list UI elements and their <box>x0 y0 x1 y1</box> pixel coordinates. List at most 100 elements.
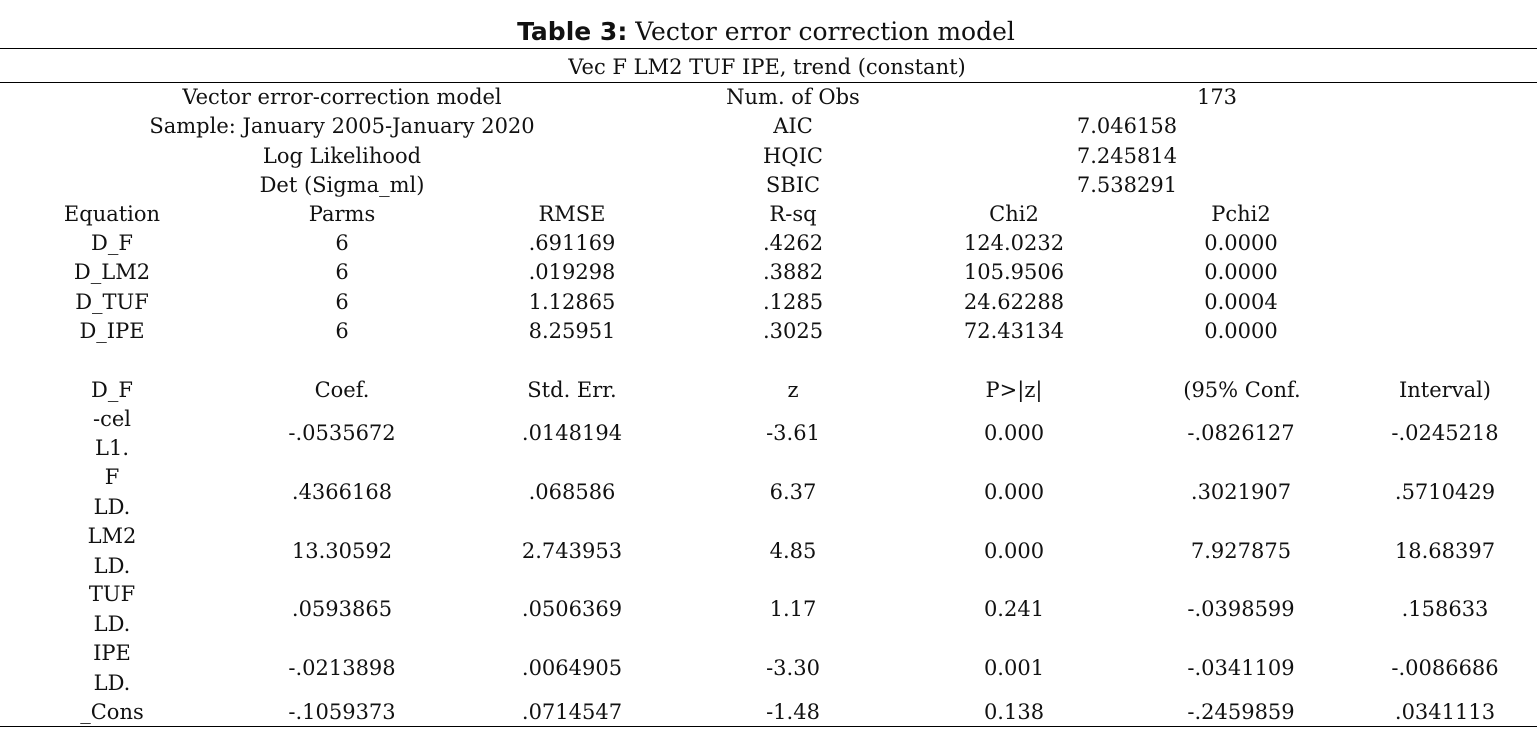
eq-header-equation: Equation <box>63 202 161 226</box>
summary-mid-3: SBIC <box>765 173 821 197</box>
coef-row-0-conf-low: -.0826127 <box>1187 421 1295 445</box>
coef-row-0-name: -cel <box>92 407 132 431</box>
eq-row-0-rmse: .691169 <box>528 231 616 255</box>
coef-row-5-z: -1.48 <box>766 700 820 724</box>
coef-row-3-coef: .0593865 <box>291 597 393 621</box>
eq-header-pchi2: Pchi2 <box>1211 202 1271 226</box>
eq-row-1-pchi2: 0.0000 <box>1204 260 1278 284</box>
summary-left-1: Sample: January 2005-January 2020 <box>149 114 535 138</box>
top-rule <box>0 48 1537 49</box>
eq-row-0-chi2: 124.0232 <box>963 231 1065 255</box>
coef-row-2-stderr: 2.743953 <box>521 539 623 563</box>
eq-row-2-parms: 6 <box>335 290 349 314</box>
eq-header-chi2: Chi2 <box>989 202 1039 226</box>
eq-row-3-rsq: .3025 <box>762 319 824 343</box>
eq-row-2-rsq: .1285 <box>762 290 824 314</box>
summary-right-3: 7.538291 <box>1076 173 1178 197</box>
eq-row-0-pchi2: 0.0000 <box>1204 231 1278 255</box>
coef-row-3-lag: LD. <box>93 612 131 636</box>
eq-row-1-rmse: .019298 <box>528 260 616 284</box>
summary-right-0: 173 <box>1196 85 1238 109</box>
coef-row-2-conf-low: 7.927875 <box>1190 539 1292 563</box>
summary-right-2: 7.245814 <box>1076 144 1178 168</box>
subtitle-rule <box>0 82 1537 83</box>
eq-header-parms: Parms <box>308 202 376 226</box>
coef-row-1-stderr: .068586 <box>528 480 616 504</box>
summary-left-3: Det (Sigma_ml) <box>259 173 425 197</box>
eq-header-rsq: R-sq <box>769 202 817 226</box>
coef-row-3-name: TUF <box>88 582 136 606</box>
coef-row-0-stderr: .0148194 <box>521 421 623 445</box>
coef-row-5-conf-low: -.2459859 <box>1187 700 1295 724</box>
eq-row-2-pchi2: 0.0004 <box>1204 290 1278 314</box>
eq-row-3-chi2: 72.43134 <box>963 319 1065 343</box>
eq-row-1-rsq: .3882 <box>762 260 824 284</box>
coef-row-0-p: 0.000 <box>983 421 1045 445</box>
summary-left-2: Log Likelihood <box>262 144 422 168</box>
coef-row-5-coef: -.1059373 <box>288 700 396 724</box>
coef-row-1-conf-high: .5710429 <box>1394 480 1496 504</box>
coef-row-2-name: LM2 <box>87 524 137 548</box>
bottom-rule <box>0 726 1537 727</box>
coef-row-4-p: 0.001 <box>983 656 1045 680</box>
eq-row-3-pchi2: 0.0000 <box>1204 319 1278 343</box>
coef-row-4-name: IPE <box>93 641 131 665</box>
eq-row-2-chi2: 24.62288 <box>963 290 1065 314</box>
summary-mid-0: Num. of Obs <box>726 85 860 109</box>
eq-row-2-rmse: 1.12865 <box>528 290 616 314</box>
coef-row-2-coef: 13.30592 <box>291 539 393 563</box>
eq-row-0-rsq: .4262 <box>762 231 824 255</box>
coef-row-1-coef: .4366168 <box>291 480 393 504</box>
summary-left-0: Vector error-correction model <box>182 85 502 109</box>
coef-header-conf-high: Interval) <box>1398 378 1492 402</box>
coef-row-4-lag: LD. <box>93 671 131 695</box>
summary-mid-2: HQIC <box>763 144 823 168</box>
coef-row-1-name: F <box>104 465 120 489</box>
coef-header-p: P>|z| <box>985 378 1043 402</box>
coef-header-stderr: Std. Err. <box>527 378 617 402</box>
table-title: Table 3: Vector error correction model <box>517 17 1015 46</box>
eq-row-0-parms: 6 <box>335 231 349 255</box>
coef-row-2-z: 4.85 <box>769 539 817 563</box>
summary-mid-1: AIC <box>773 114 813 138</box>
coef-row-2-conf-high: 18.68397 <box>1394 539 1496 563</box>
eq-row-3-name: D_IPE <box>79 319 145 343</box>
summary-right-1: 7.046158 <box>1076 114 1178 138</box>
coef-row-1-lag: LD. <box>93 495 131 519</box>
coef-header-eq: D_F <box>91 378 133 402</box>
eq-row-1-parms: 6 <box>335 260 349 284</box>
coef-row-0-coef: -.0535672 <box>288 421 396 445</box>
eq-row-1-name: D_LM2 <box>73 260 151 284</box>
eq-row-0-name: D_F <box>91 231 133 255</box>
coef-row-4-conf-low: -.0341109 <box>1187 656 1295 680</box>
table-title-text: Vector error correction model <box>627 17 1015 46</box>
eq-row-3-rmse: 8.25951 <box>528 319 616 343</box>
coef-row-3-z: 1.17 <box>769 597 817 621</box>
coef-row-0-conf-high: -.0245218 <box>1391 421 1499 445</box>
coef-header-coef: Coef. <box>314 378 370 402</box>
coef-row-0-lag: L1. <box>95 436 129 460</box>
coef-header-z: z <box>787 378 799 402</box>
eq-row-3-parms: 6 <box>335 319 349 343</box>
coef-row-1-p: 0.000 <box>983 480 1045 504</box>
coef-row-3-conf-high: .158633 <box>1401 597 1489 621</box>
coef-row-2-lag: LD. <box>93 554 131 578</box>
coef-row-5-conf-high: .0341113 <box>1394 700 1496 724</box>
eq-row-2-name: D_TUF <box>75 290 149 314</box>
coef-row-3-p: 0.241 <box>983 597 1045 621</box>
coef-row-3-conf-low: -.0398599 <box>1187 597 1295 621</box>
coef-row-0-z: -3.61 <box>766 421 820 445</box>
coef-row-2-p: 0.000 <box>983 539 1045 563</box>
eq-header-rmse: RMSE <box>538 202 606 226</box>
coef-row-4-stderr: .0064905 <box>521 656 623 680</box>
coef-header-conf-low: (95% Conf. <box>1183 378 1301 402</box>
coef-row-3-stderr: .0506369 <box>521 597 623 621</box>
table-title-label: Table 3: <box>517 17 628 46</box>
coef-row-5-p: 0.138 <box>983 700 1045 724</box>
model-spec: Vec F LM2 TUF IPE, trend (constant) <box>568 55 966 79</box>
coef-row-4-conf-high: -.0086686 <box>1391 656 1499 680</box>
eq-row-1-chi2: 105.9506 <box>963 260 1065 284</box>
coef-row-1-conf-low: .3021907 <box>1190 480 1292 504</box>
coef-row-5-stderr: .0714547 <box>521 700 623 724</box>
coef-row-1-z: 6.37 <box>769 480 817 504</box>
